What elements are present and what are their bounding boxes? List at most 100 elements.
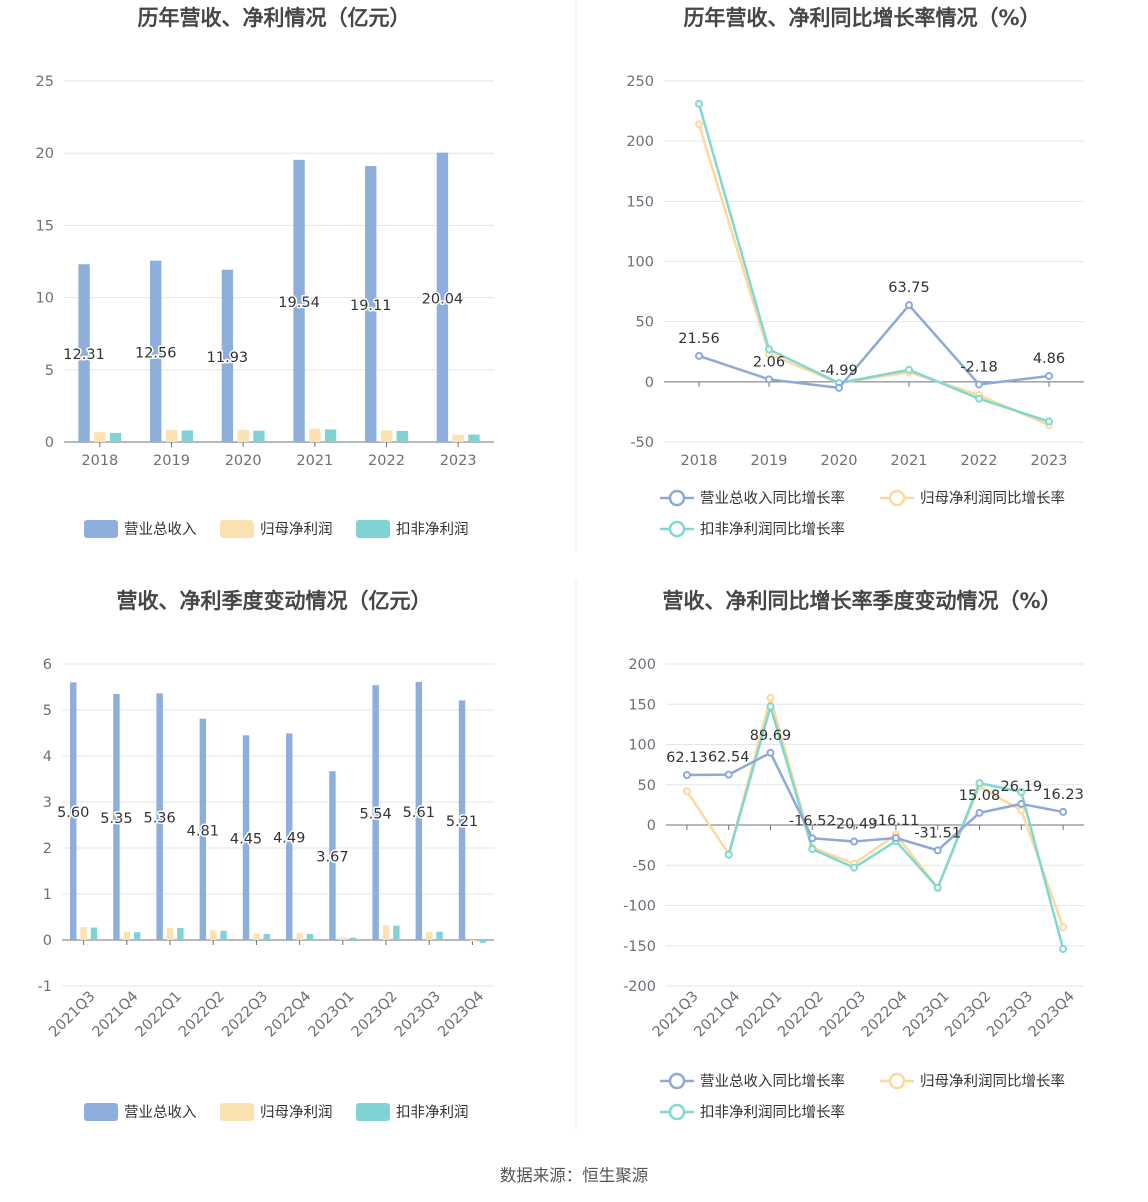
- data-label: 19.54: [278, 295, 320, 311]
- y-tick-label: 25: [36, 74, 54, 90]
- data-label: 5.36: [143, 811, 175, 827]
- data-point: [850, 863, 859, 872]
- revenue-bar: [293, 159, 305, 442]
- net-profit-growth-line: [697, 123, 1050, 427]
- net-profit-bar: [382, 925, 390, 940]
- quarterly-growth-rate-chart: 营收、净利同比增长率季度变动情况（%） -200 -150 -100 -50 0 50 10…: [623, 589, 1084, 1121]
- x-tick-label: 2023Q4: [1026, 989, 1078, 1041]
- data-point: [695, 99, 703, 108]
- deducted-profit-bar: [177, 928, 184, 940]
- data-point: [1059, 923, 1068, 932]
- data-point: [905, 365, 913, 374]
- y-tick-label: 200: [628, 657, 656, 673]
- chart-title: 历年营收、净利情况（亿元）: [138, 6, 411, 30]
- data-point: [975, 808, 984, 817]
- legend-marker[interactable]: [668, 520, 686, 538]
- x-tick-label: 2023: [440, 453, 477, 469]
- y-tick-label: 0: [43, 933, 52, 949]
- legend-label: 营业总收入同比增长率: [700, 1073, 845, 1090]
- revenue-bar: [286, 733, 293, 940]
- data-label: 11.93: [207, 350, 249, 366]
- legend-swatch[interactable]: [356, 1103, 390, 1121]
- net-profit-bar: [165, 429, 178, 442]
- net-profit-bar: [209, 930, 217, 940]
- net-profit-bar: [296, 933, 303, 940]
- data-point: [905, 301, 913, 310]
- y-tick-label: 50: [636, 315, 654, 331]
- data-point: [808, 834, 817, 843]
- data-point: [808, 845, 817, 854]
- chart-title: 历年营收、净利同比增长率情况（%）: [683, 6, 1040, 30]
- deducted-profit-bar: [133, 932, 141, 940]
- y-tick-label: 4: [43, 749, 52, 765]
- data-point: [766, 748, 775, 757]
- revenue-growth-line: [686, 751, 1064, 852]
- net-profit-bar: [253, 933, 260, 940]
- revenue-bar: [458, 700, 466, 940]
- legend-marker[interactable]: [668, 489, 686, 507]
- x-tick-label: 2021: [891, 453, 928, 469]
- chart-legend: 营业总收入 归母净利润 扣非净利润: [84, 1103, 469, 1121]
- revenue-bar: [242, 735, 250, 940]
- net-profit-bar: [452, 434, 464, 442]
- chart-title: 营收、净利同比增长率季度变动情况（%）: [662, 589, 1061, 613]
- legend-swatch[interactable]: [84, 520, 118, 538]
- revenue-bar: [199, 718, 207, 940]
- y-tick-label: 5: [45, 363, 54, 379]
- legend-swatch[interactable]: [220, 1103, 254, 1121]
- legend-swatch[interactable]: [84, 1103, 118, 1121]
- data-point: [695, 120, 703, 129]
- data-label: -20.49: [831, 816, 878, 832]
- legend-marker[interactable]: [888, 489, 906, 507]
- revenue-bar: [113, 693, 120, 940]
- deducted-profit-bar: [90, 927, 98, 940]
- deducted-profit-growth-line: [697, 103, 1050, 423]
- data-point: [891, 833, 900, 842]
- deducted-profit-bar: [253, 430, 265, 442]
- y-tick-label: 0: [45, 435, 54, 451]
- legend-label: 扣非净利润同比增长率: [700, 521, 845, 538]
- data-point: [975, 380, 983, 389]
- revenue-bar: [436, 152, 449, 442]
- data-point: [1017, 799, 1026, 808]
- x-tick-label: 2023Q1: [306, 989, 358, 1041]
- net-profit-bar: [80, 927, 87, 940]
- revenue-bar: [415, 681, 423, 940]
- legend-swatch[interactable]: [356, 520, 390, 538]
- revenue-bar: [329, 771, 336, 940]
- legend-label: 扣非净利润同比增长率: [700, 1104, 845, 1121]
- deducted-profit-bar: [479, 940, 486, 943]
- data-label: 19.11: [350, 298, 392, 314]
- legend-swatch[interactable]: [220, 520, 254, 538]
- data-label: 21.56: [678, 331, 720, 347]
- x-tick-label: 2020: [821, 453, 858, 469]
- data-source-note: 数据来源：恒生聚源: [499, 1166, 649, 1185]
- net-profit-bar: [123, 931, 131, 940]
- annual-growth-rate-chart: 历年营收、净利同比增长率情况（%） -50 0 50 100 150 200 250 2018…: [626, 6, 1084, 538]
- legend-marker[interactable]: [888, 1072, 906, 1090]
- data-point: [682, 770, 691, 779]
- data-label: -4.99: [820, 363, 858, 379]
- data-label: -31.51: [914, 825, 961, 841]
- legend-label: 扣非净利润: [396, 521, 469, 538]
- data-point: [1059, 807, 1068, 816]
- x-tick-label: 2019: [751, 453, 788, 469]
- y-tick-label: 6: [43, 657, 52, 673]
- x-tick-label: 2021Q3: [46, 989, 98, 1041]
- data-label: 62.54: [708, 750, 750, 766]
- legend-label: 归母净利润同比增长率: [920, 1073, 1065, 1090]
- deducted-profit-bar: [181, 430, 193, 442]
- legend-marker[interactable]: [668, 1103, 686, 1121]
- x-tick-label: 2022Q1: [133, 989, 185, 1041]
- deducted-profit-bar: [220, 930, 227, 940]
- legend-marker[interactable]: [668, 1072, 686, 1090]
- revenue-bar: [221, 269, 234, 442]
- net-profit-bar: [94, 432, 106, 442]
- y-tick-label: -200: [623, 979, 656, 995]
- data-label: -16.11: [873, 813, 920, 829]
- data-label: 4.86: [1033, 351, 1065, 367]
- y-tick-label: -50: [632, 858, 656, 874]
- x-tick-label: 2023Q3: [392, 989, 444, 1041]
